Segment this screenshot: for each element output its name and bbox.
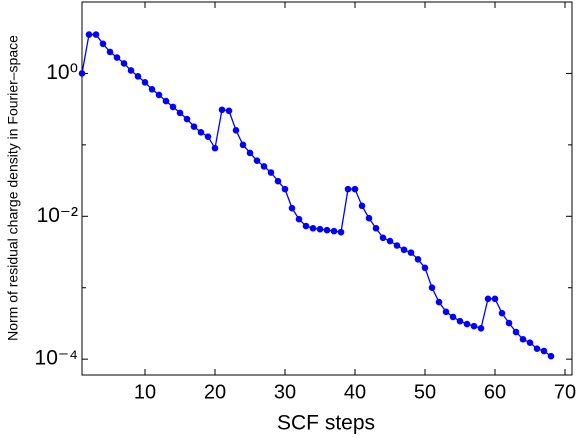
x-tick-label: 70 (554, 381, 576, 403)
data-point (183, 115, 191, 123)
data-point (134, 73, 142, 80)
data-point (442, 308, 450, 316)
data-point (148, 85, 156, 93)
data-point (449, 313, 457, 321)
data-point (484, 295, 492, 303)
data-point (302, 222, 310, 230)
data-point (435, 298, 443, 306)
data-point (477, 325, 485, 332)
data-point (533, 345, 541, 353)
data-point (323, 226, 331, 234)
data-point (295, 215, 303, 223)
data-point (337, 228, 345, 236)
data-point (267, 169, 275, 176)
data-point (204, 133, 212, 141)
data-point (386, 237, 394, 245)
data-point (176, 109, 184, 117)
data-point (197, 128, 205, 136)
data-point (505, 319, 513, 327)
data-point (365, 214, 373, 222)
data-point (351, 185, 359, 193)
data-point (120, 60, 128, 67)
data-point (113, 54, 121, 61)
plot-frame (81, 1, 573, 376)
x-tick-label: 60 (484, 381, 506, 403)
data-point (540, 347, 548, 355)
x-tick-label: 20 (204, 381, 226, 403)
data-point (127, 67, 135, 74)
data-point (491, 295, 499, 303)
data-point (260, 163, 268, 170)
data-point (344, 185, 352, 193)
data-point (85, 31, 93, 38)
data-point (358, 202, 366, 210)
data-point (218, 106, 226, 114)
x-axis-label: SCF steps (277, 412, 375, 435)
data-point (281, 185, 289, 193)
data-point (372, 224, 380, 232)
y-tick-label: 10⁻⁴ (35, 347, 78, 370)
data-point (512, 328, 520, 336)
x-tick-label: 10 (134, 381, 156, 403)
data-point (463, 320, 471, 328)
data-point (316, 225, 324, 233)
data-point (246, 149, 254, 157)
data-point (232, 126, 240, 134)
x-tick-label: 50 (414, 381, 436, 403)
data-point (414, 255, 422, 263)
data-point (253, 157, 261, 165)
data-point (92, 31, 100, 38)
data-point (407, 249, 415, 256)
data-point (78, 70, 86, 77)
data-point (169, 103, 177, 111)
data-point (190, 123, 198, 130)
y-tick-label: 10⁰ (46, 61, 78, 84)
data-point (547, 352, 555, 360)
data-point (330, 227, 338, 235)
data-point (162, 97, 170, 105)
data-point (141, 79, 149, 86)
data-point (526, 339, 534, 346)
y-axis-label: Norm of residual charge density in Fouri… (5, 35, 21, 341)
data-point (288, 204, 296, 212)
x-tick-label: 40 (344, 381, 366, 403)
data-point (456, 317, 464, 325)
data-point (239, 141, 247, 149)
y-tick-label: 10⁻² (37, 204, 78, 227)
data-point (211, 144, 219, 152)
data-point (379, 234, 387, 242)
data-point (421, 264, 429, 272)
data-point (155, 91, 163, 99)
data-point (309, 224, 317, 232)
data-point (470, 322, 478, 330)
series-line (81, 33, 552, 357)
data-point (99, 40, 107, 48)
data-point (400, 246, 408, 254)
x-tick-label: 30 (274, 381, 296, 403)
data-point (428, 284, 436, 292)
data-point (498, 309, 506, 317)
data-point (393, 242, 401, 249)
data-point (106, 48, 114, 56)
data-point (274, 177, 282, 185)
data-point (225, 107, 233, 115)
data-point (519, 335, 527, 343)
